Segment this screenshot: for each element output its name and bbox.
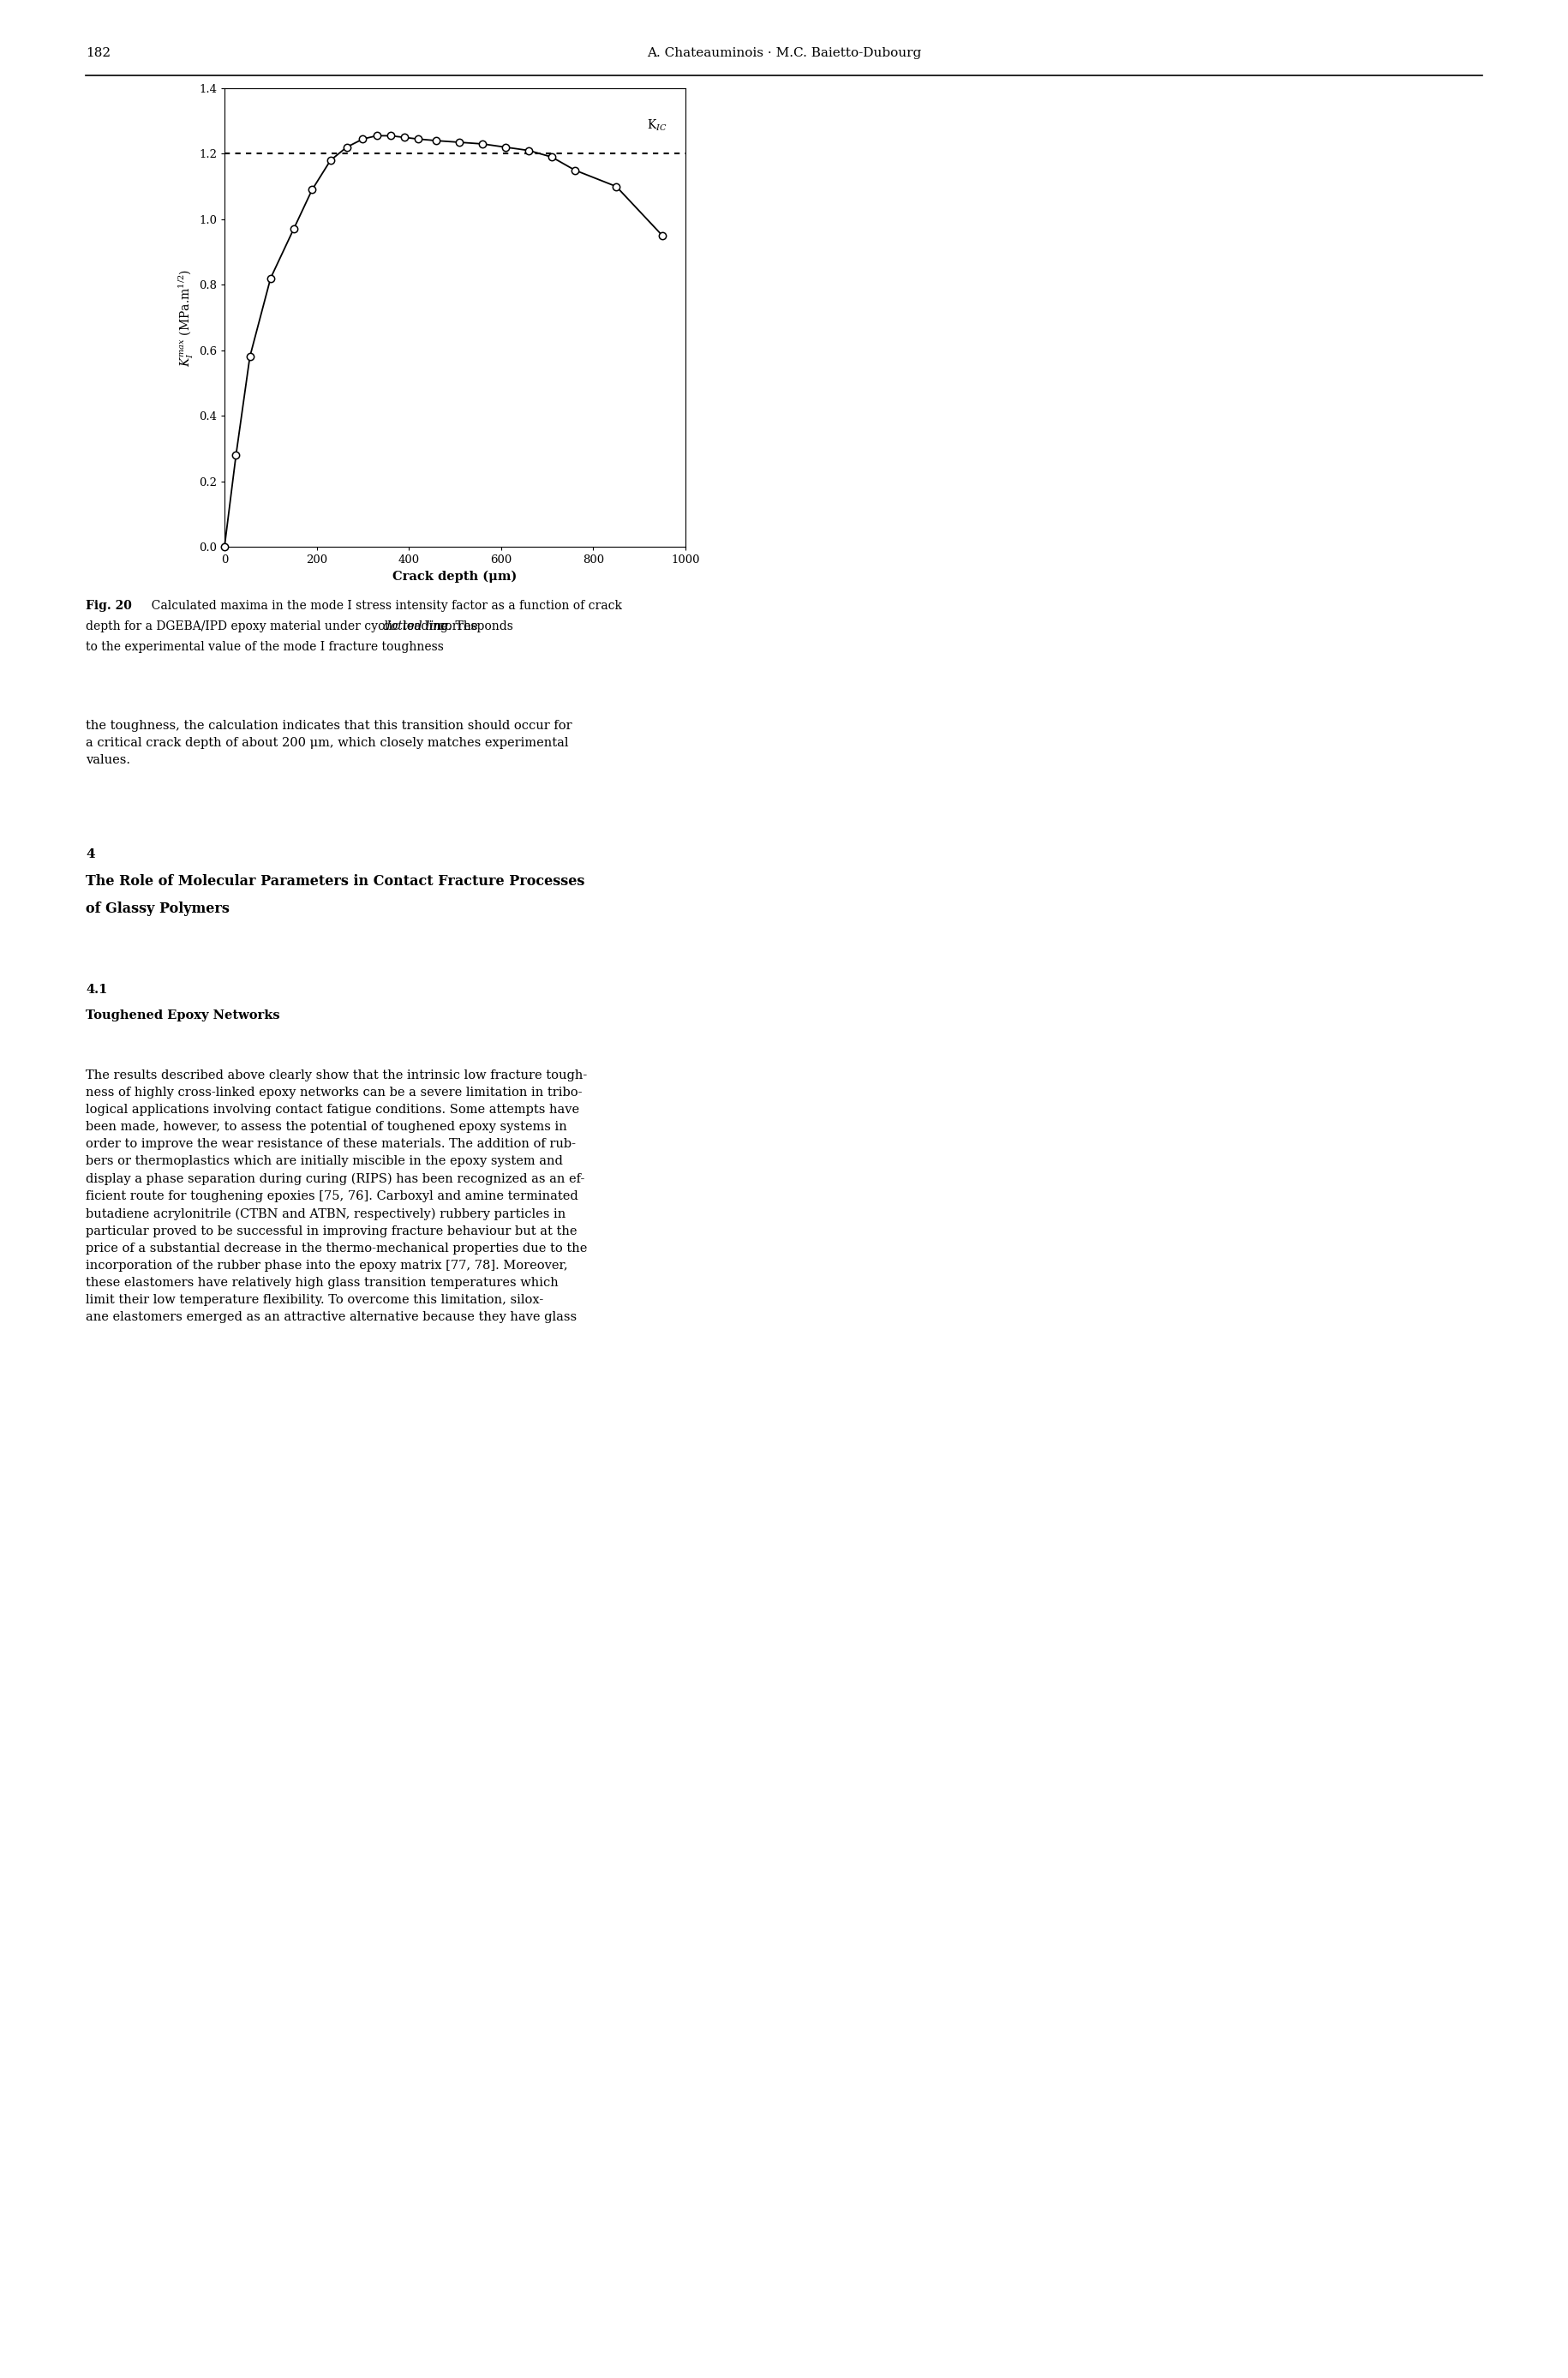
X-axis label: Crack depth (μm): Crack depth (μm): [392, 571, 517, 583]
Text: K$_{IC}$: K$_{IC}$: [646, 119, 666, 133]
Text: 4.1: 4.1: [86, 984, 107, 996]
Text: depth for a DGEBA/IPD epoxy material under cyclic loading. The: depth for a DGEBA/IPD epoxy material und…: [86, 621, 481, 633]
Text: Toughened Epoxy Networks: Toughened Epoxy Networks: [86, 1011, 279, 1023]
Text: of Glassy Polymers: of Glassy Polymers: [86, 901, 229, 916]
Text: corresponds: corresponds: [434, 621, 513, 633]
Text: Fig. 20: Fig. 20: [86, 599, 132, 611]
Text: dotted line: dotted line: [383, 621, 448, 633]
Y-axis label: $K_I^{max}$ (MPa.m$^{1/2}$): $K_I^{max}$ (MPa.m$^{1/2}$): [177, 269, 194, 366]
Text: Calculated maxima in the mode I stress intensity factor as a function of crack: Calculated maxima in the mode I stress i…: [144, 599, 622, 611]
Text: The Role of Molecular Parameters in Contact Fracture Processes: The Role of Molecular Parameters in Cont…: [86, 875, 585, 889]
Text: to the experimental value of the mode I fracture toughness: to the experimental value of the mode I …: [86, 642, 444, 654]
Text: The results described above clearly show that the intrinsic low fracture tough-
: The results described above clearly show…: [86, 1070, 586, 1322]
Text: 182: 182: [86, 48, 111, 59]
Text: A. Chateauminois · M.C. Baietto-Dubourg: A. Chateauminois · M.C. Baietto-Dubourg: [648, 48, 920, 59]
Text: the toughness, the calculation indicates that this transition should occur for
a: the toughness, the calculation indicates…: [86, 721, 572, 766]
Text: 4: 4: [86, 849, 94, 861]
